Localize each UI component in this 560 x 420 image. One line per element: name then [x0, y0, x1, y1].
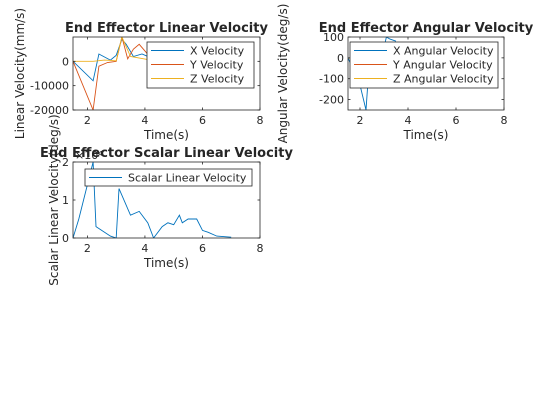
series-group [73, 37, 152, 110]
y-tick-label: -10000 [30, 80, 69, 93]
y-axis-label: Scalar Linear Velocity(deg/s) [47, 114, 61, 285]
x-tick-label: 2 [84, 242, 91, 255]
legend-box [146, 41, 255, 89]
axes-box [72, 36, 261, 111]
x-tick-label: 4 [141, 242, 148, 255]
legend-box [349, 41, 499, 89]
x-axis-label: Time(s) [143, 256, 189, 270]
legend-label-1: Scalar Linear Velocity [128, 172, 247, 185]
x-axis-label: Time(s) [143, 128, 189, 142]
y-exponent-label: ×10⁴ [75, 149, 103, 162]
axes-box [347, 36, 505, 111]
y-axis-label: Angular Velocity(deg/s) [276, 4, 290, 144]
y-tick-label: 2 [62, 156, 69, 169]
legend-label-3: Z Velocity [190, 73, 245, 86]
x-tick-label: 6 [199, 114, 206, 127]
legend-box [84, 168, 253, 187]
x-tick-label: 8 [257, 242, 264, 255]
series-group [73, 162, 232, 238]
chart-title: End Effector Linear Velocity [65, 21, 268, 36]
chart-title: End Effector Angular Velocity [319, 21, 534, 36]
legend: Scalar Linear Velocity [84, 168, 253, 187]
y-tick-label: -20000 [30, 104, 69, 117]
y-tick-label: 0 [62, 232, 69, 245]
x-tick-label: 4 [405, 114, 412, 127]
x-tick-label: 8 [257, 114, 264, 127]
x-tick-label: 4 [141, 114, 148, 127]
x-tick-label: 8 [501, 114, 508, 127]
series-line-3 [73, 37, 151, 62]
x-tick-label: 2 [84, 114, 91, 127]
x-tick-label: 6 [199, 242, 206, 255]
chart-1: 2 4 6 8 -20000 -10000 0 End Effector Linear Vel… [13, 8, 268, 142]
series-line-1 [73, 162, 232, 238]
legend-label-2: Y Angular Velocity [392, 59, 493, 72]
y-tick-label: 1 [62, 194, 69, 207]
y-tick-label: 0 [337, 52, 344, 65]
legend-label-3: Z Angular Velocity [393, 73, 494, 86]
y-tick-label: 0 [62, 55, 69, 68]
y-tick-label: 100 [323, 31, 344, 44]
y-tick-label: -100 [319, 73, 344, 86]
legend-label-2: Y Velocity [189, 59, 244, 72]
legend-label-1: X Angular Velocity [393, 45, 494, 58]
x-tick-label: 2 [357, 114, 364, 127]
chart-title: End Effector Scalar Linear Velocity [40, 146, 293, 161]
legend-label-1: X Velocity [190, 45, 245, 58]
x-tick-label: 6 [453, 114, 460, 127]
y-tick-label: -200 [319, 94, 344, 107]
x-axis-label: Time(s) [403, 128, 449, 142]
y-axis-label: Linear Velocity(mm/s) [13, 8, 27, 139]
